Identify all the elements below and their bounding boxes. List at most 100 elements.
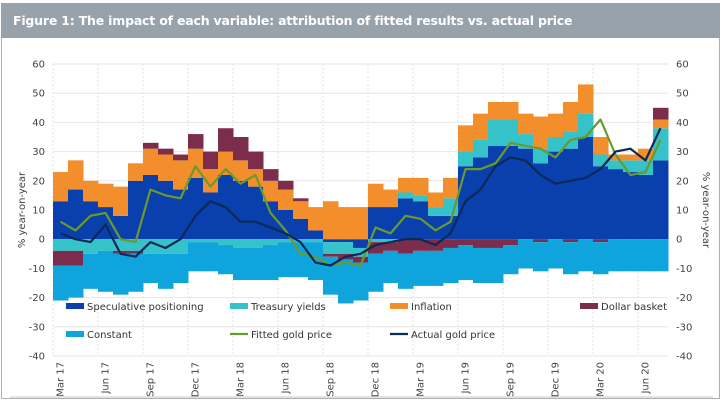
bar-segment-treasury-yields [413,195,429,202]
bar-segment-treasury-yields [308,239,324,243]
bar-segment-speculative-positioning [623,172,639,240]
legend-swatch [66,303,84,309]
bar-segment-treasury-yields [578,113,594,137]
bar-segment-constant [563,242,579,275]
bar-segment-inflation [638,148,654,161]
bar-segment-inflation [278,189,294,210]
bar-segment-inflation [173,160,189,190]
bar-segment-dollar-basket [458,239,474,246]
bar-segment-speculative-positioning [428,215,444,240]
bar-segment-treasury-yields [293,239,309,243]
bar-segment-speculative-positioning [53,201,69,240]
bar-segment-speculative-positioning [488,145,504,240]
bar-segment-speculative-positioning [473,157,489,240]
bar-segment-inflation [593,137,609,155]
bar-segment-treasury-yields [548,137,564,152]
y-tick-label-left: 60 [32,60,45,71]
legend-item-dollar-basket[interactable]: Dollar basket [580,302,667,313]
y-tick-label-left: 0 [39,235,45,246]
bar-segment-constant [188,242,204,272]
x-tick-label: Sep 19 [506,362,517,397]
bar-segment-constant [323,256,339,295]
line-fitted-gold-price [59,118,662,267]
bar-segment-inflation [608,154,624,161]
legend-item-actual-gold-price[interactable]: Actual gold price [390,330,495,341]
y-tick-label-left: 30 [32,147,45,158]
bar-segment-inflation [83,180,99,202]
bar-segment-speculative-positioning [578,137,594,240]
bar-segment-constant [278,242,294,278]
bar-segment-treasury-yields [323,242,339,254]
bar-segment-treasury-yields [53,239,69,251]
bar-segment-dollar-basket [173,154,189,161]
legend-item-treasury-yields[interactable]: Treasury yields [230,302,326,313]
legend-item-constant[interactable]: Constant [66,330,132,341]
bar-segment-treasury-yields [203,239,219,243]
bar-segment-speculative-positioning [503,145,519,240]
x-tick-label: Mar 17 [56,362,67,397]
bar-segment-speculative-positioning [113,215,129,240]
y-tick-label-right: -40 [676,352,692,363]
bar-segment-treasury-yields [653,128,669,161]
bar-segment-speculative-positioning [233,180,249,240]
bar-segment-inflation [368,183,384,208]
bar-segment-dollar-basket [398,239,414,254]
bar-segment-speculative-positioning [68,189,84,240]
bar-segment-constant [533,242,549,272]
y-tick-label-right: -10 [676,264,692,275]
x-tick-label: Jun 19 [461,362,472,395]
bar-segment-dollar-basket [443,239,459,248]
bar-segment-inflation [473,113,489,140]
bar-segment-dollar-basket [383,242,399,251]
bar-segment-inflation [308,207,324,231]
bar-segment-speculative-positioning [128,180,144,240]
x-tick-label: Sep 18 [326,362,337,397]
bar-segment-constant [248,247,264,281]
y-tick-label-left: 10 [32,206,45,217]
bar-segment-dollar-basket [323,253,339,257]
bar-segment-dollar-basket [68,250,84,266]
bar-segment-constant [158,253,174,289]
x-tick-label: Dec 18 [371,362,382,397]
bar-segment-constant [398,253,414,289]
bar-segment-inflation [653,119,669,129]
bar-segment-treasury-yields [458,151,474,167]
bar-segment-constant [98,250,114,292]
bar-segment-dollar-basket [593,239,609,243]
legend-item-speculative-positioning[interactable]: Speculative positioning [66,302,204,313]
bar-segment-constant [173,253,189,283]
bar-segment-treasury-yields [398,192,414,199]
bar-segment-constant [653,239,669,272]
bar-segment-treasury-yields [98,239,114,251]
bar-segment-dollar-basket [203,151,219,170]
y-tick-label-right: 40 [676,118,689,129]
bar-segment-dollar-basket [563,239,579,243]
bar-segment-treasury-yields [263,239,279,246]
bar-segment-dollar-basket [533,239,549,243]
bar-segment-constant [623,239,639,272]
y-tick-label-right: 50 [676,89,689,100]
legend-label: Fitted gold price [251,330,332,341]
bar-segment-inflation [323,201,339,240]
bar-segment-inflation [428,192,444,208]
bar-segment-inflation [158,154,174,181]
bar-segment-treasury-yields [113,239,129,251]
bar-segment-treasury-yields [383,239,399,243]
bar-segment-constant [218,245,234,275]
bar-segment-inflation [353,207,369,240]
bar-segment-dollar-basket [143,142,159,149]
y-tick-label-left: -10 [29,264,45,275]
bar-segment-dollar-basket [158,148,174,155]
legend-swatch [390,303,408,309]
bar-segment-dollar-basket [233,137,249,161]
bar-segment-speculative-positioning [368,207,384,240]
bar-segment-inflation [488,101,504,120]
bar-segment-dollar-basket [503,239,519,246]
bar-segment-inflation [263,180,279,202]
legend-item-fitted-gold-price[interactable]: Fitted gold price [230,330,332,341]
legend-label: Treasury yields [250,302,326,313]
legend-swatch [580,303,598,309]
legend-item-inflation[interactable]: Inflation [390,302,452,313]
y-tick-label-left: 40 [32,118,45,129]
line-actual-gold-price [60,127,662,267]
